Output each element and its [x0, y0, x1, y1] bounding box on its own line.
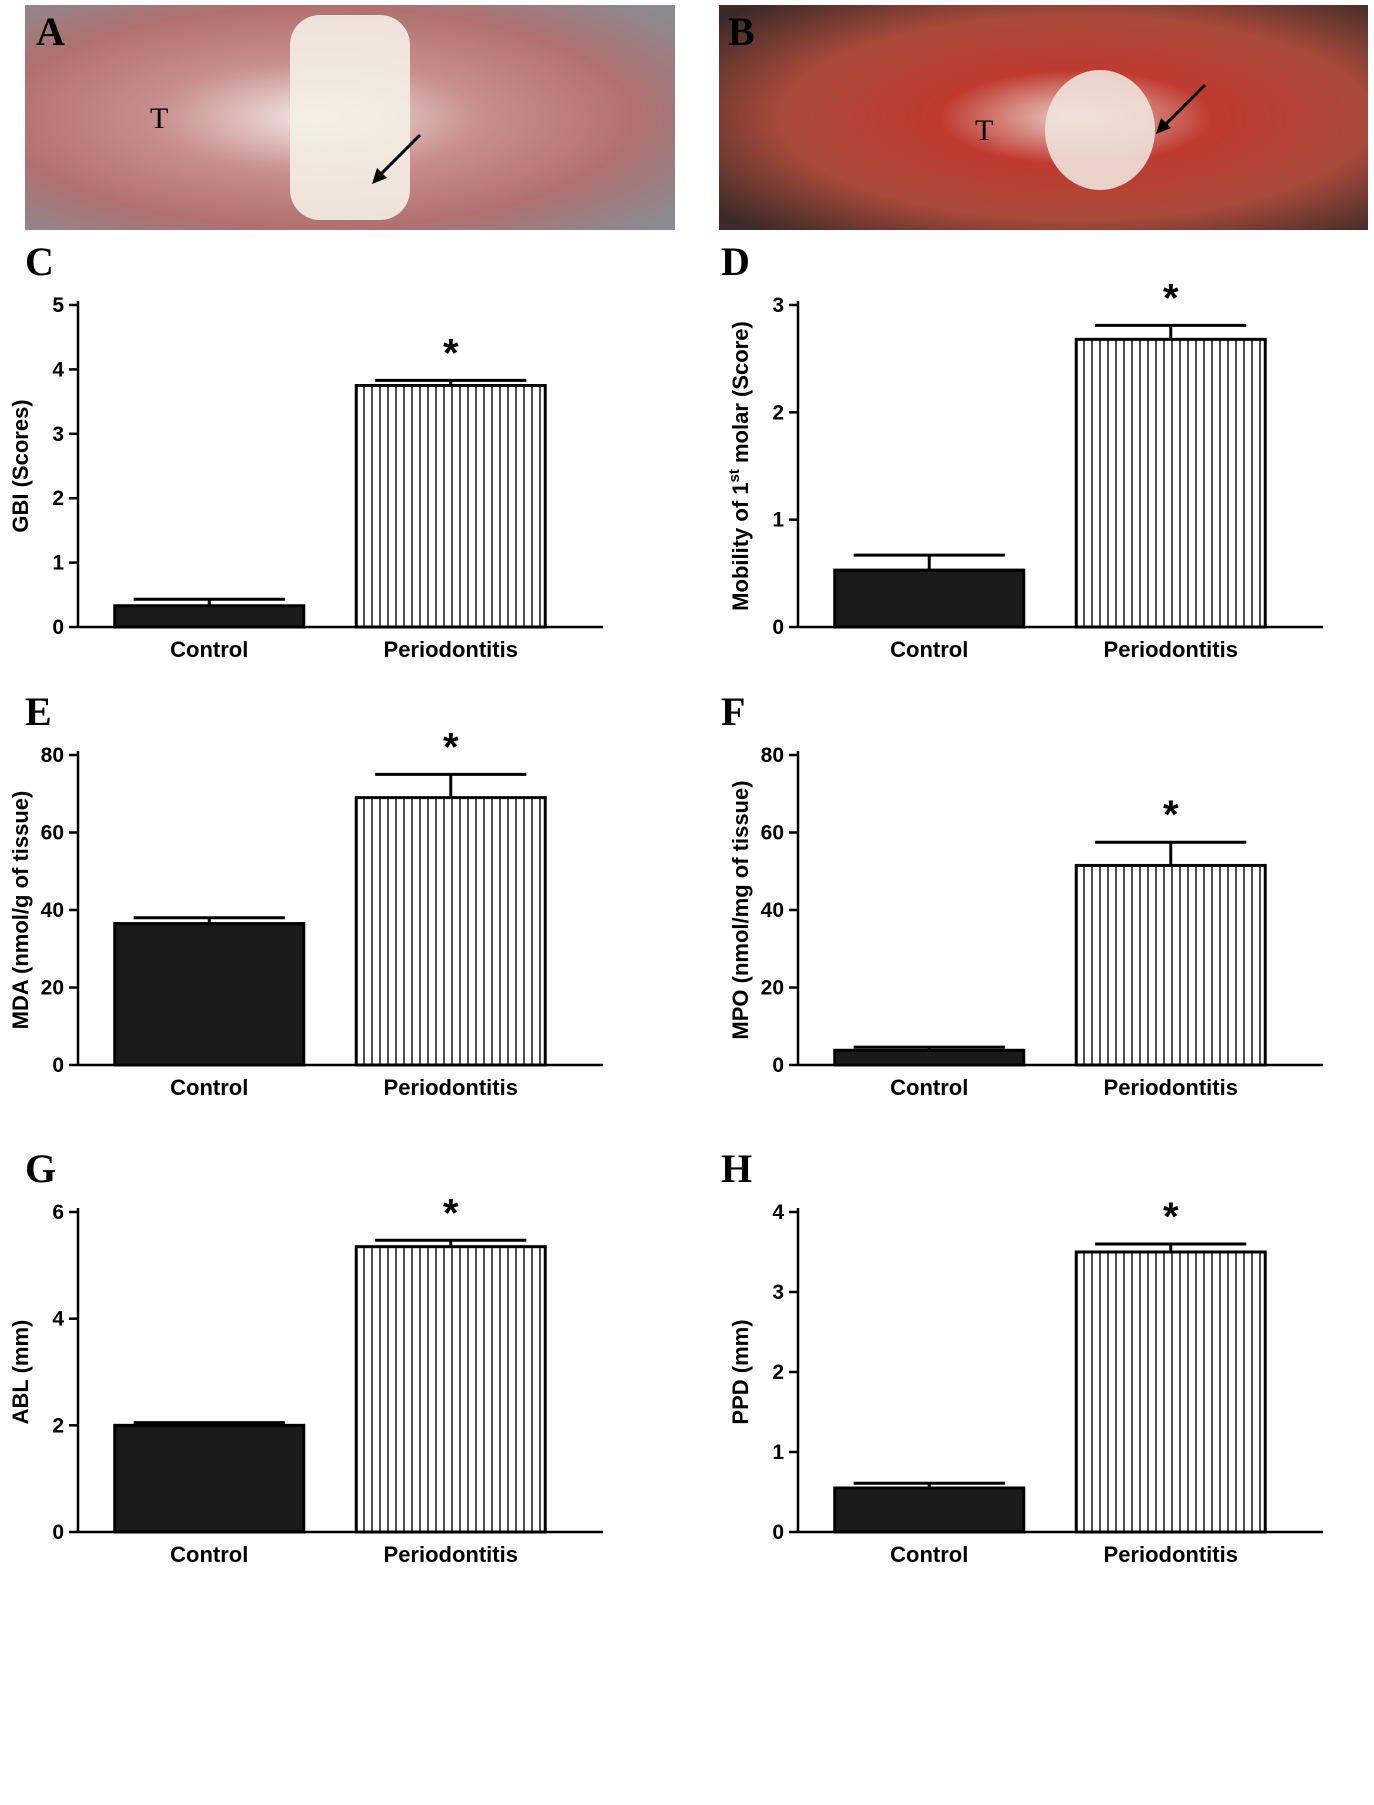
photo-a [25, 5, 675, 230]
x-tick-label: Control [890, 637, 968, 662]
x-tick-label: Control [890, 1542, 968, 1567]
y-axis-label-text: MDA (nmol/g of tissue) [8, 791, 33, 1030]
x-tick-label: Periodontitis [384, 1075, 518, 1100]
y-axis-label-text: MPO (nmol/mg of tissue) [728, 780, 753, 1039]
bar [833, 568, 1026, 629]
y-tick-label: 0 [772, 616, 784, 639]
x-tick-label: Control [170, 637, 248, 662]
x-tick-label: Control [170, 1075, 248, 1100]
y-axis-label-text: ABL (mm) [8, 1320, 33, 1425]
significance-annotation: * [1163, 793, 1179, 837]
x-tick-label: Periodontitis [384, 637, 518, 662]
y-tick-label: 20 [761, 977, 784, 1000]
significance-annotation: * [443, 725, 459, 769]
y-axis-label: MPO (nmol/mg of tissue) [728, 780, 753, 1039]
y-tick-label: 4 [772, 1201, 784, 1224]
y-tick-label: 80 [761, 744, 784, 767]
y-axis-label-text: PPD (mm) [728, 1319, 753, 1424]
y-tick-label: 0 [52, 616, 64, 639]
y-tick-label: 4 [52, 358, 64, 381]
bar [354, 1245, 547, 1534]
panel-label: A [36, 9, 65, 54]
panel-label: H [721, 1146, 752, 1191]
y-tick-label: 1 [772, 1441, 784, 1464]
y-axis-label-suffix: molar (Score) [728, 321, 753, 469]
x-tick-label: Periodontitis [1104, 1075, 1238, 1100]
y-axis-label-text: GBI (Scores) [8, 399, 33, 532]
x-tick-label: Periodontitis [384, 1542, 518, 1567]
y-axis-label: ABL (mm) [8, 1320, 33, 1425]
bar [354, 796, 547, 1067]
y-axis-label: MDA (nmol/g of tissue) [8, 791, 33, 1030]
y-tick-label: 40 [41, 899, 64, 922]
x-tick-label: Control [170, 1542, 248, 1567]
photo-annotation: T [150, 102, 168, 135]
y-tick-label: 1 [52, 552, 64, 575]
bar [354, 384, 547, 629]
y-tick-label: 2 [772, 1361, 784, 1384]
y-tick-label: 2 [52, 1414, 64, 1437]
panel-label: E [25, 689, 52, 734]
panel-label: D [721, 239, 750, 284]
y-tick-label: 40 [761, 899, 784, 922]
y-tick-label: 0 [52, 1054, 64, 1077]
x-tick-label: Periodontitis [1104, 637, 1238, 662]
y-tick-label: 2 [52, 487, 64, 510]
bar [833, 1048, 1026, 1067]
y-axis-label-text: Mobility of 1 [728, 482, 753, 610]
y-tick-label: 60 [41, 822, 64, 845]
photo-annotation: T [975, 114, 993, 147]
significance-annotation: * [443, 1191, 459, 1235]
significance-annotation: * [443, 331, 459, 375]
bar [113, 1423, 306, 1534]
panel-label: G [25, 1146, 56, 1191]
bar [833, 1486, 1026, 1534]
y-tick-label: 5 [52, 294, 64, 317]
y-tick-label: 2 [772, 401, 784, 424]
bar [1074, 1250, 1267, 1534]
y-tick-label: 0 [772, 1054, 784, 1077]
y-tick-label: 4 [52, 1308, 64, 1331]
y-tick-label: 3 [52, 423, 64, 446]
x-tick-label: Periodontitis [1104, 1542, 1238, 1567]
y-tick-label: 80 [41, 744, 64, 767]
y-tick-label: 0 [52, 1521, 64, 1544]
bar [113, 922, 306, 1067]
significance-annotation: * [1163, 1195, 1179, 1239]
y-axis-label: GBI (Scores) [8, 399, 33, 532]
y-tick-label: 3 [772, 1281, 784, 1304]
y-tick-label: 0 [772, 1521, 784, 1544]
y-tick-label: 3 [772, 294, 784, 317]
x-tick-label: Control [890, 1075, 968, 1100]
y-tick-label: 6 [52, 1201, 64, 1224]
panel-label: C [25, 239, 54, 284]
y-tick-label: 20 [41, 977, 64, 1000]
y-axis-label: Mobility of 1st molar (Score) [726, 321, 753, 611]
photo-b [719, 5, 1368, 230]
panel-label: F [721, 689, 745, 734]
y-tick-label: 60 [761, 822, 784, 845]
bar [113, 604, 306, 629]
bar [1074, 337, 1267, 629]
y-axis-label: PPD (mm) [728, 1319, 753, 1424]
bar [1074, 863, 1267, 1067]
significance-annotation: * [1163, 276, 1179, 320]
y-tick-label: 1 [772, 509, 784, 532]
y-axis-label-superscript: st [726, 469, 743, 482]
panel-label: B [728, 9, 755, 54]
